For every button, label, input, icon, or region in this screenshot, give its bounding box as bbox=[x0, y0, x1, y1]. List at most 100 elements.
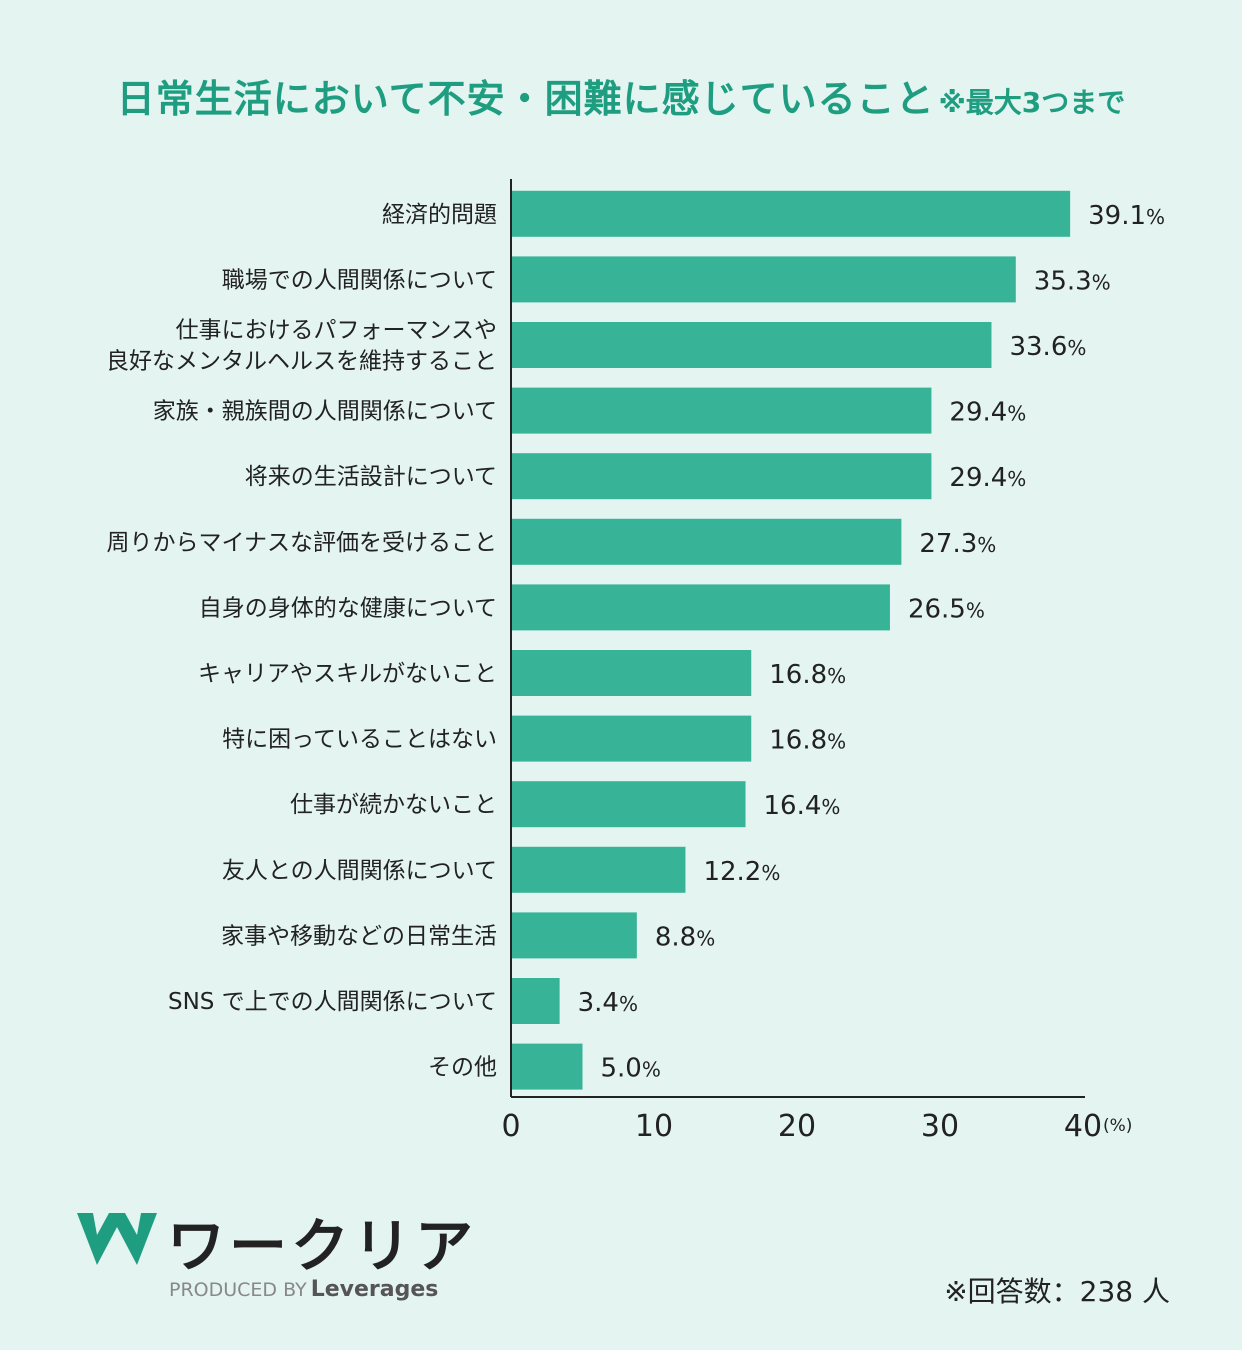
data-label-unit: % bbox=[827, 664, 846, 688]
data-label: 27.3% bbox=[919, 529, 996, 559]
respondent-count: ※回答数：238 人 bbox=[944, 1275, 1170, 1308]
data-label-unit: % bbox=[1092, 270, 1111, 294]
data-label-unit: % bbox=[827, 730, 846, 754]
category-label: 自身の身体的な健康について bbox=[199, 595, 497, 621]
chart-title: 日常生活において不安・困難に感じていること ※最大3つまで bbox=[0, 68, 1242, 123]
bar bbox=[511, 584, 890, 631]
bar bbox=[511, 1043, 583, 1090]
chart-title-note: ※最大3つまで bbox=[938, 86, 1126, 119]
data-label-value: 16.8 bbox=[769, 660, 827, 690]
category-label-line: 友人との人間関係について bbox=[222, 858, 497, 884]
category-label-line: 家事や移動などの日常生活 bbox=[221, 923, 497, 949]
data-label-unit: % bbox=[1007, 402, 1026, 426]
bar bbox=[511, 978, 560, 1024]
category-label-line: 特に困っていることはない bbox=[222, 727, 497, 753]
bar bbox=[511, 650, 752, 696]
data-label: 29.4% bbox=[949, 398, 1026, 428]
data-label-unit: % bbox=[619, 992, 638, 1016]
data-label-value: 5.0 bbox=[601, 1054, 642, 1084]
bar-chart: 39.1% 経済的問題 35.3% 職場での人間関係について 33.6% 仕事におけるパフ… bbox=[106, 179, 1165, 1144]
category-label-line: 周りからマイナスな評価を受けること bbox=[106, 530, 497, 556]
data-label-value: 29.4 bbox=[949, 398, 1007, 428]
x-axis-unit: (%) bbox=[1103, 1116, 1132, 1136]
data-label-value: 3.4 bbox=[578, 988, 619, 1018]
data-label-value: 27.3 bbox=[919, 529, 977, 559]
data-label: 16.8% bbox=[769, 660, 846, 690]
bar bbox=[511, 453, 932, 500]
category-label: 家族・親族間の人間関係について bbox=[153, 399, 497, 425]
bar bbox=[511, 781, 746, 828]
chart-title-main: 日常生活において不安・困難に感じていること bbox=[116, 77, 935, 121]
brand-name: Leverages bbox=[310, 1277, 439, 1302]
category-label: 職場での人間関係について bbox=[222, 267, 497, 293]
category-label-line: 仕事が続かないこと bbox=[290, 792, 497, 818]
category-label-line: 職場での人間関係について bbox=[222, 267, 497, 293]
bar bbox=[511, 518, 902, 565]
bar bbox=[511, 387, 932, 434]
category-label-line: その他 bbox=[428, 1055, 497, 1081]
logo-produced-by: PRODUCED BY Leverages bbox=[169, 1277, 438, 1302]
data-label-unit: % bbox=[696, 926, 715, 950]
data-label-value: 35.3 bbox=[1034, 266, 1092, 296]
bar bbox=[511, 190, 1071, 237]
data-label: 33.6% bbox=[1009, 332, 1086, 362]
x-tick-label: 10 bbox=[635, 1109, 673, 1144]
category-label-line: 自身の身体的な健康について bbox=[199, 595, 497, 621]
data-label: 16.8% bbox=[769, 726, 846, 756]
category-label-line: 家族・親族間の人間関係について bbox=[153, 399, 497, 425]
bar bbox=[511, 846, 686, 893]
category-label: 特に困っていることはない bbox=[222, 727, 497, 753]
bar bbox=[511, 912, 637, 959]
category-label: 将来の生活設計について bbox=[245, 464, 497, 490]
data-label-value: 16.8 bbox=[769, 726, 827, 756]
data-label: 8.8% bbox=[655, 922, 715, 952]
data-label-value: 12.2 bbox=[703, 857, 761, 887]
data-label-unit: % bbox=[966, 598, 985, 622]
category-label-line: 経済的問題 bbox=[382, 202, 497, 228]
category-label-line: キャリアやスキルがないこと bbox=[198, 661, 497, 687]
data-label: 5.0% bbox=[601, 1054, 661, 1084]
category-label: キャリアやスキルがないこと bbox=[198, 661, 497, 687]
x-tick-label: 30 bbox=[921, 1109, 959, 1144]
data-label-value: 16.4 bbox=[764, 791, 822, 821]
category-label-line: 良好なメンタルヘルスを維持すること bbox=[106, 349, 497, 375]
logo-w-mark bbox=[77, 1213, 157, 1265]
logo-wordmark: ワークリア bbox=[167, 1212, 478, 1280]
brand-logo: ワークリア PRODUCED BY Leverages bbox=[75, 1205, 473, 1305]
category-label-line: SNS で上での人間関係について bbox=[168, 989, 497, 1015]
data-label-unit: % bbox=[1146, 205, 1165, 229]
category-label: その他 bbox=[428, 1055, 497, 1081]
data-label-value: 29.4 bbox=[949, 463, 1007, 493]
data-label-unit: % bbox=[1007, 467, 1026, 491]
category-label: 友人との人間関係について bbox=[222, 858, 497, 884]
x-tick-label: 40 bbox=[1064, 1109, 1102, 1144]
data-label: 29.4% bbox=[949, 463, 1026, 493]
category-label: 家事や移動などの日常生活 bbox=[221, 923, 497, 949]
category-label-line: 将来の生活設計について bbox=[245, 464, 497, 490]
data-label-unit: % bbox=[1067, 336, 1086, 360]
data-label: 16.4% bbox=[764, 791, 841, 821]
category-label: 周りからマイナスな評価を受けること bbox=[106, 530, 497, 556]
category-label: 仕事におけるパフォーマンスや良好なメンタルヘルスを維持すること bbox=[106, 318, 497, 375]
data-label-value: 39.1 bbox=[1088, 201, 1146, 231]
data-label-value: 33.6 bbox=[1009, 332, 1067, 362]
data-label: 26.5% bbox=[908, 594, 985, 624]
bar bbox=[511, 322, 992, 368]
data-label-unit: % bbox=[977, 533, 996, 557]
category-label: SNS で上での人間関係について bbox=[168, 989, 497, 1015]
bar bbox=[511, 256, 1016, 303]
data-label: 39.1% bbox=[1088, 201, 1165, 231]
data-label: 12.2% bbox=[703, 857, 780, 887]
data-label-unit: % bbox=[761, 861, 780, 885]
category-label: 経済的問題 bbox=[382, 202, 497, 228]
category-label-line: 仕事におけるパフォーマンスや bbox=[175, 318, 497, 344]
data-label-unit: % bbox=[642, 1058, 661, 1082]
x-tick-label: 0 bbox=[501, 1109, 520, 1144]
bar bbox=[511, 715, 752, 762]
data-label: 35.3% bbox=[1034, 266, 1111, 296]
data-label-value: 8.8 bbox=[655, 922, 696, 952]
data-label-value: 26.5 bbox=[908, 594, 966, 624]
data-label-unit: % bbox=[821, 795, 840, 819]
produced-by-text: PRODUCED BY bbox=[169, 1279, 307, 1301]
x-tick-label: 20 bbox=[778, 1109, 816, 1144]
